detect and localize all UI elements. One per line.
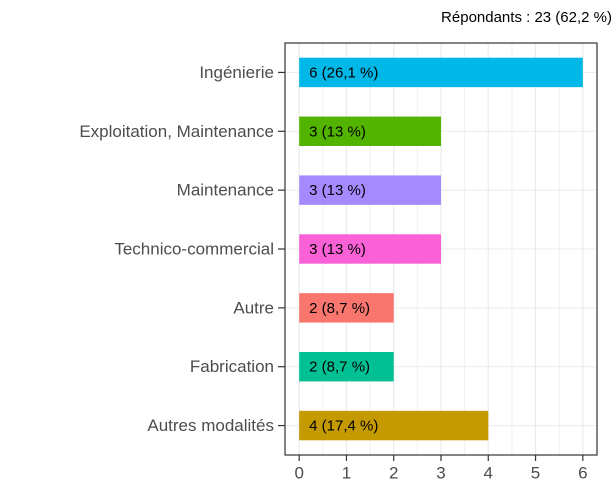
chart-subtitle: Répondants : 23 (62,2 %) [441, 9, 612, 26]
x-tick-label: 3 [436, 463, 445, 482]
y-tick-label: Technico-commercial [114, 239, 274, 258]
data-label: 6 (26,1 %) [309, 64, 378, 81]
bar [299, 293, 394, 323]
plot-border [284, 42, 598, 456]
bar [299, 234, 441, 264]
y-tick-label: Autres modalités [147, 416, 274, 435]
bar [299, 116, 441, 146]
data-label: 2 (8,7 %) [309, 359, 370, 376]
x-tick-label: 1 [342, 463, 351, 482]
y-tick-label: Exploitation, Maintenance [79, 122, 274, 141]
bar [299, 352, 394, 382]
data-label: 3 (13 %) [309, 182, 366, 199]
bar [299, 57, 583, 88]
x-tick-label: 0 [294, 463, 303, 482]
data-label: 3 (13 %) [309, 241, 366, 258]
x-tick-label: 5 [531, 463, 540, 482]
data-label: 2 (8,7 %) [309, 300, 370, 317]
x-tick-label: 6 [578, 463, 587, 482]
x-tick-label: 2 [389, 463, 398, 482]
bar [299, 175, 441, 205]
x-tick-label: 4 [484, 463, 493, 482]
data-label: 3 (13 %) [309, 123, 366, 140]
data-label: 4 (17,4 %) [309, 418, 378, 435]
y-tick-label: Maintenance [177, 181, 274, 200]
y-tick-label: Fabrication [190, 357, 274, 376]
y-tick-label: Ingénierie [199, 63, 274, 82]
y-tick-label: Autre [233, 298, 274, 317]
bar [299, 410, 489, 441]
